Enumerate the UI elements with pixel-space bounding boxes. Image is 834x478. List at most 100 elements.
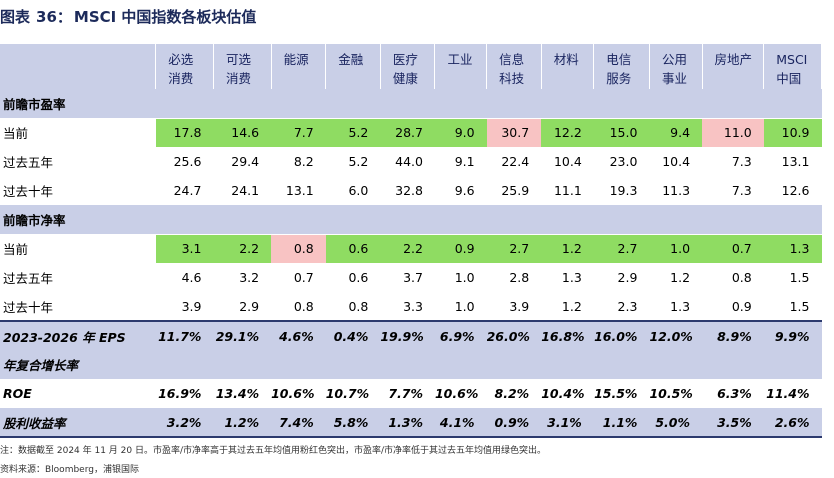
table-cell: 0.8 — [348, 298, 369, 314]
table-cell — [325, 205, 381, 234]
data-row: 当前 17.8 14.6 7.7 5.2 28.7 9.0 30.7 12.2 15.0 9.4 11… — [0, 117, 822, 147]
table-cell: 14.6 — [213, 117, 272, 147]
data-row: 过去五年 25.6 29.4 8.2 5.2 44.0 9.1 22.4 10.4 23.0 10.… — [0, 147, 822, 176]
table-cell: 1.2 — [670, 270, 691, 285]
table-cell: 1.3 — [670, 298, 691, 314]
table-cell: 16.8% — [541, 320, 594, 350]
table-cell: 1.1% — [593, 408, 650, 438]
column-header-line: 科技 — [499, 71, 525, 86]
table-cell — [541, 89, 594, 118]
footnote-note: 注：数据截至 2024 年 11 月 20 日。市盈率/市净率高于其过去五年均值… — [0, 446, 547, 456]
table-cell: 0.6 — [348, 270, 369, 285]
table-cell — [434, 350, 487, 379]
column-header-line: 必选 — [168, 52, 194, 67]
table-cell: 5.0% — [649, 408, 703, 438]
table-cell: 2.8 — [509, 270, 530, 285]
table-cell — [380, 89, 435, 118]
table-cell — [271, 350, 326, 379]
table-cell: 25.6 — [173, 154, 202, 169]
table-cell: 8.9% — [702, 320, 764, 350]
table-cell: 13.1 — [781, 154, 810, 169]
table-cell — [213, 205, 272, 234]
eps-label-row: 年复合增长率 — [0, 350, 822, 379]
table-cell: 12.6 — [781, 183, 810, 198]
table-cell: 2.9 — [239, 298, 260, 314]
table-cell — [763, 205, 822, 234]
table-cell: 3.9 — [181, 298, 202, 314]
figure-title: 图表 36： MSCI 中国指数各板块估值 — [0, 6, 256, 30]
table-cell: 28.7 — [380, 117, 435, 147]
table-cell: 9.4 — [649, 117, 703, 147]
table-cell — [593, 89, 650, 118]
table-cell: 3.7 — [403, 270, 423, 285]
table-cell: 24.1 — [231, 183, 260, 198]
table-cell: 0.7 — [293, 270, 314, 285]
column-header-line: 可选 — [225, 52, 251, 67]
table-cell: 2.2 — [380, 233, 435, 263]
data-row: 过去十年 3.9 2.9 0.8 0.8 3.3 1.0 3.9 1.2 2.3 1.3 0.9 1.5 — [0, 292, 822, 321]
table-cell: 22.4 — [501, 154, 530, 169]
table-cell: 13.1 — [285, 183, 314, 198]
table-cell — [649, 89, 703, 118]
table-cell — [593, 205, 650, 234]
table-cell — [486, 350, 542, 379]
column-header: 房地产 — [702, 44, 765, 89]
table-cell: 19.3 — [609, 183, 638, 198]
table-cell — [541, 205, 594, 234]
table-cell: 1.3 — [763, 233, 822, 263]
row-label: 前瞻市盈率 — [0, 89, 156, 118]
table-cell — [325, 89, 381, 118]
table-cell — [325, 350, 381, 379]
table-cell: 0.9% — [486, 408, 542, 438]
column-header-line: 消费 — [225, 71, 251, 86]
table-cell — [434, 205, 487, 234]
table-cell: 10.4 — [662, 154, 691, 169]
table-cell: 0.9 — [434, 233, 487, 263]
table-cell: 3.1 — [155, 233, 214, 263]
column-header-line: 消费 — [168, 71, 194, 86]
table-cell — [593, 350, 650, 379]
table-cell — [763, 350, 822, 379]
data-row: 过去五年 4.6 3.2 0.7 0.6 3.7 1.0 2.8 1.3 2.9 1.2 0.8 1.5 — [0, 263, 822, 292]
table-cell: 16.9% — [155, 379, 214, 408]
table-cell: 3.1% — [541, 408, 594, 438]
column-header-line: 电信 — [606, 52, 632, 67]
table-cell: 19.9% — [380, 320, 435, 350]
column-header: 公用 事业 — [649, 44, 703, 89]
table-cell: 25.9 — [501, 183, 530, 198]
row-label: ROE — [0, 379, 156, 408]
table-cell: 10.6% — [434, 379, 487, 408]
table-cell: 4.6 — [181, 270, 202, 285]
table-cell: 6.3% — [702, 379, 764, 408]
table-cell: 5.2 — [325, 117, 381, 147]
section-header-row: 前瞻市盈率 — [0, 89, 822, 118]
dividend-row: 股利收益率 3.2% 1.2% 7.4% 5.8% 1.3% 4.1% 0.9% 3.1% 1.1… — [0, 408, 822, 438]
table-cell: 3.2% — [155, 408, 214, 438]
table-cell: 0.6 — [325, 233, 381, 263]
column-header-line: 材料 — [553, 52, 579, 67]
table-cell: 2.2 — [213, 233, 272, 263]
table-cell: 11.4% — [763, 379, 822, 408]
table-cell: 2.3 — [617, 298, 638, 314]
table-cell — [155, 350, 214, 379]
column-header: 金融 — [325, 44, 381, 89]
table-cell: 8.2 — [293, 154, 314, 169]
table-cell: 5.2 — [348, 154, 369, 169]
footnote-source: 资料来源：Bloomberg，浦银国际 — [0, 465, 139, 475]
table-cell: 1.5 — [789, 270, 810, 285]
table-cell: 0.4% — [325, 320, 381, 350]
table-cell: 3.3 — [403, 298, 423, 314]
table-cell: 6.0 — [348, 183, 369, 198]
table-cell: 13.4% — [213, 379, 272, 408]
table-cell: 11.1 — [553, 183, 582, 198]
table-cell: 9.1 — [454, 154, 475, 169]
column-header: MSCI 中国 — [763, 44, 822, 89]
table-cell: 1.5 — [789, 298, 810, 314]
table-cell: 1.2 — [541, 233, 594, 263]
table-cell: 1.3 — [561, 270, 582, 285]
column-header-line: 能源 — [283, 52, 309, 67]
table-cell: 7.7% — [380, 379, 435, 408]
table-cell: 9.9% — [763, 320, 822, 350]
table-cell: 1.0 — [454, 298, 475, 314]
row-label: 前瞻市净率 — [0, 205, 156, 234]
